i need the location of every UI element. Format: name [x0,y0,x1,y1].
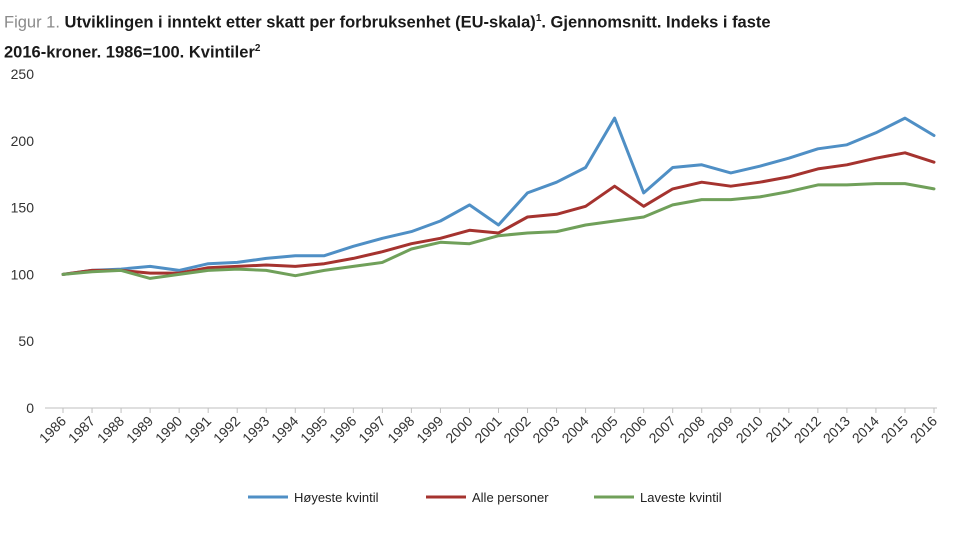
x-tick-label: 2009 [704,413,737,446]
legend-label-0: Høyeste kvintil [294,490,379,505]
legend-label-2: Laveste kvintil [640,490,722,505]
x-tick-label: 2004 [558,413,591,446]
footnote-1: 1 [535,13,542,24]
x-tick-label: 1992 [210,413,243,446]
x-tick-label: 2001 [471,413,504,446]
x-tick-label: 1989 [123,413,156,446]
x-tick-label: 2010 [733,413,766,446]
x-tick-label: 1999 [413,413,446,446]
x-tick-label: 2013 [820,413,853,446]
x-tick-label: 2000 [442,413,475,446]
x-tick-label: 2006 [616,413,649,446]
x-tick-label: 2003 [529,413,562,446]
y-tick-label: 50 [18,333,34,349]
x-tick-label: 2002 [500,413,533,446]
legend-label-1: Alle personer [472,490,549,505]
series-lines [61,116,936,280]
series-line-2 [61,182,936,280]
x-tick-label: 1988 [94,413,127,446]
title-text: Utviklingen i inntekt etter skatt per fo… [64,13,536,32]
footnote-2: 2 [254,42,261,54]
x-tick-label: 1990 [152,413,185,446]
y-axis-tick-labels: 0 50 100 150 200 250 [11,66,35,416]
x-tick-label: 1993 [239,413,272,446]
y-tick-label: 150 [11,200,35,216]
x-tick-label: 2015 [878,413,911,446]
x-tick-label: 2012 [791,413,824,446]
x-tick-label: 2008 [675,413,708,446]
series-line-1 [61,151,936,276]
x-tick-label: 2007 [645,413,678,446]
title-text-2: . Gjennomsnitt. Indeks i faste [541,13,771,32]
chart-title: Figur 1. Utviklingen i inntekt etter ska… [4,6,954,65]
x-tick-label: 1986 [36,413,69,446]
x-tick-label: 1996 [326,413,359,446]
x-tick-label: 2005 [587,413,620,446]
y-tick-label: 200 [11,133,35,149]
x-tick-label: 1997 [355,413,388,446]
axes [45,407,937,413]
x-axis-tick-labels: 1986198719881989199019911992199319941995… [36,413,940,446]
series-line-0 [61,116,936,276]
figure-label: Figur 1. [4,13,60,32]
y-tick-label: 0 [26,400,34,416]
title-line-2: 2016-kroner. 1986=100. Kvintiler [4,43,255,61]
x-tick-label: 1998 [384,413,417,446]
y-tick-label: 250 [11,66,35,82]
x-tick-label: 1994 [268,413,301,446]
x-tick-label: 1991 [181,413,214,446]
x-tick-label: 1995 [297,413,330,446]
x-tick-label: 2011 [762,413,795,446]
legend: Høyeste kvintil Alle personer Laveste kvin… [248,490,722,505]
y-tick-label: 100 [11,266,35,282]
x-tick-label: 2014 [849,413,882,446]
x-tick-label: 1987 [65,413,98,446]
x-tick-label: 2016 [907,413,940,446]
